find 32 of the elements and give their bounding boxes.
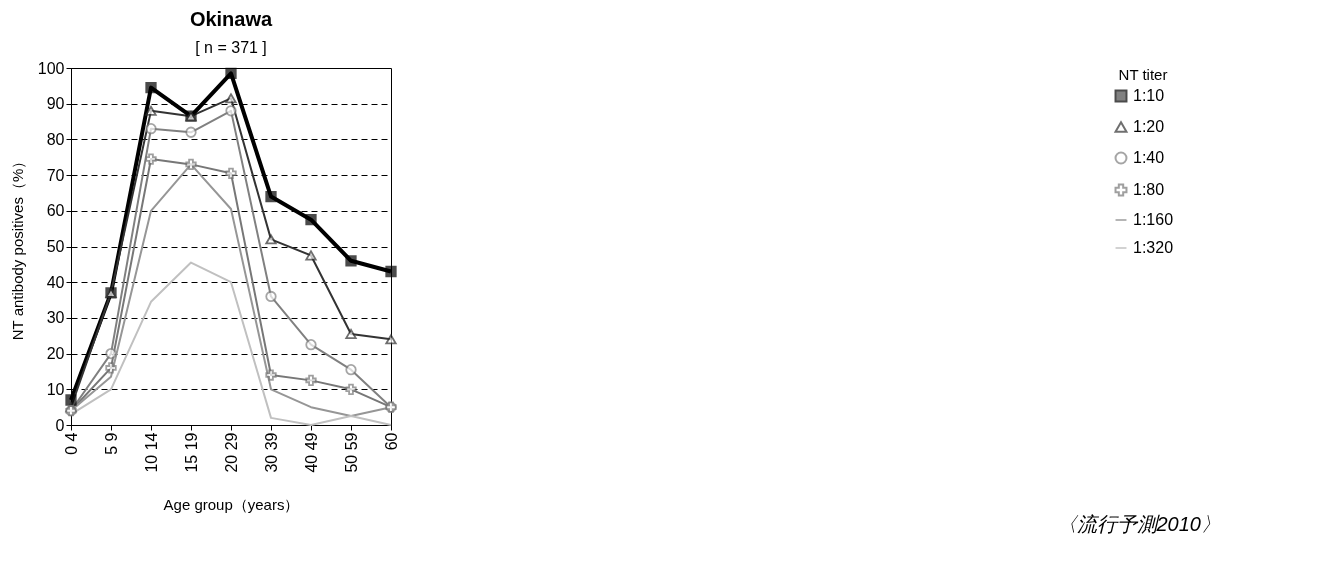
y-tick-label: 100 — [37, 59, 65, 77]
x-tick-label: 20 29 — [222, 432, 240, 473]
x-tick-label: 15 19 — [182, 432, 200, 473]
x-tick-label: 10 14 — [142, 432, 160, 473]
legend-label: 1:320 — [1133, 239, 1174, 256]
x-axis-title: Age group（years） — [163, 495, 300, 513]
chart-subtitle: [ n = 371 ] — [195, 39, 267, 56]
text: 〈流行予測2010〉 — [1056, 513, 1221, 535]
chart-title: Okinawa — [189, 8, 273, 30]
legend-label: 1:160 — [1133, 211, 1174, 228]
x-tick-label: 30 39 — [262, 432, 280, 473]
y-tick-label: 80 — [46, 130, 65, 148]
y-tick-label: 70 — [46, 166, 65, 184]
y-tick-label: 60 — [46, 202, 65, 220]
legend-label: 1:40 — [1133, 149, 1165, 166]
y-tick-label: 90 — [46, 95, 65, 113]
y-tick-label: 20 — [46, 345, 65, 363]
x-tick-label: 5 9 — [102, 432, 120, 455]
x-tick-label: 60 — [382, 432, 400, 451]
y-axis-title: NT antibody positives（%） — [8, 153, 26, 341]
y-tick-label: 40 — [46, 273, 65, 291]
y-tick-label: 50 — [46, 238, 65, 255]
legend-label: 1:10 — [1133, 87, 1165, 104]
legend-title: NT titer — [1118, 66, 1168, 83]
legend-label: 1:80 — [1133, 181, 1165, 198]
legend-label: 1:20 — [1133, 118, 1165, 135]
x-tick-label: 0 4 — [62, 432, 80, 455]
y-tick-label: 0 — [55, 416, 65, 434]
y-tick-label: 10 — [46, 380, 65, 398]
x-tick-label: 50 59 — [342, 432, 360, 473]
y-tick-label: 30 — [46, 309, 65, 327]
x-tick-label: 40 49 — [302, 432, 320, 473]
